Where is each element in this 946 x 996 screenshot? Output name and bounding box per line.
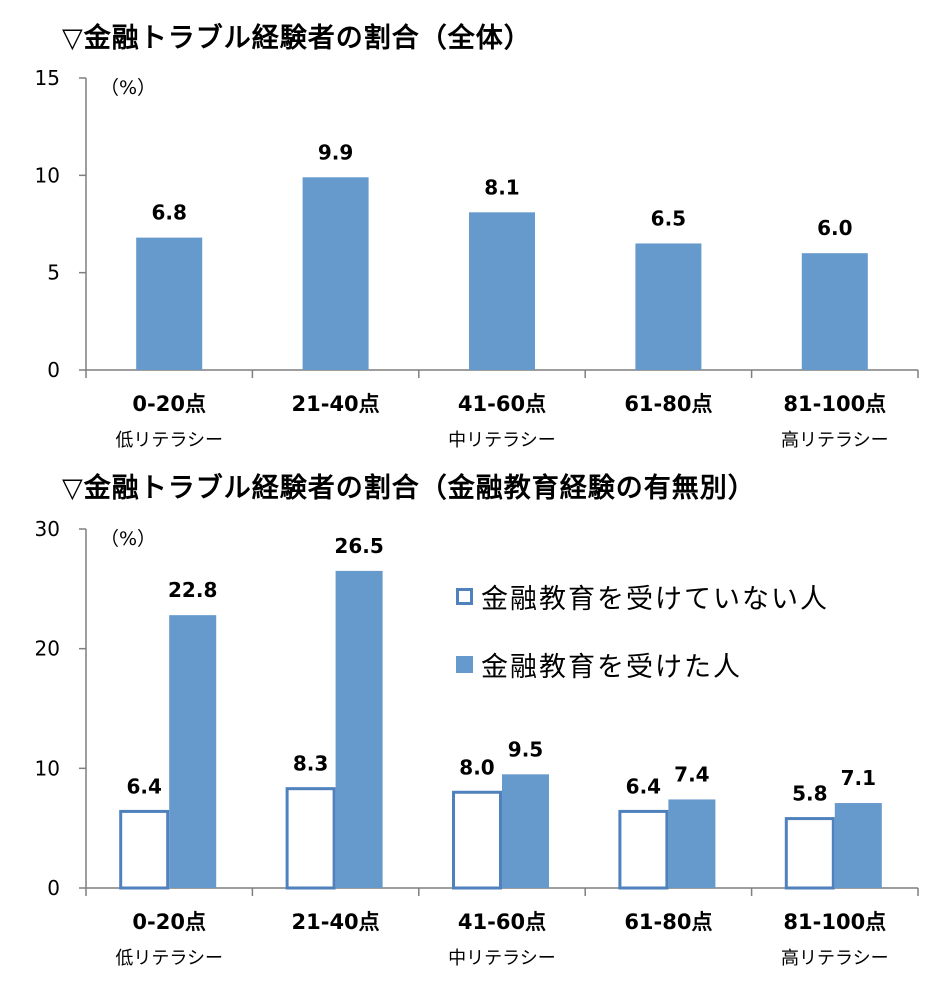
- chart-2-category-label: 41-60点: [458, 910, 546, 934]
- chart-2-data-label-no-education: 6.4: [626, 774, 661, 798]
- chart-2-data-label-no-education: 6.4: [126, 774, 161, 798]
- chart-2-data-label-no-education: 8.3: [293, 752, 328, 776]
- chart-2-data-label-education: 26.5: [334, 534, 383, 558]
- chart-1-bar: [469, 212, 535, 370]
- chart-1-bar: [801, 253, 868, 370]
- chart-1-data-label: 6.8: [151, 201, 186, 225]
- chart-1-y-tick-label: 10: [35, 163, 60, 187]
- chart-2-unit-label: （%）: [100, 528, 156, 550]
- chart-1-category-label: 0-20点: [132, 392, 206, 416]
- chart-1-y-tick-label: 0: [47, 358, 60, 382]
- chart-2-data-label-education: 22.8: [168, 578, 217, 602]
- chart-2-bar-no-education: [618, 809, 669, 890]
- legend-item-no-education: 金融教育を受けていない人: [456, 578, 829, 615]
- chart-2-title: ▽金融トラブル経験者の割合（金融教育経験の有無別）: [62, 473, 756, 504]
- legend-swatch-hollow: [456, 587, 473, 605]
- chart-1-category-sublabel: 中リテラシー: [448, 430, 556, 451]
- chart-2-y-tick-label: 0: [47, 876, 60, 900]
- chart-1-y-tick-label: 5: [47, 261, 60, 285]
- chart-1-unit-label: （%）: [100, 77, 156, 99]
- chart-1-category-sublabel: 低リテラシー: [115, 430, 223, 451]
- chart-2-data-label-no-education: 5.8: [792, 782, 827, 806]
- legend-label-education: 金融教育を受けた人: [481, 651, 742, 683]
- chart-1-bar: [635, 243, 702, 370]
- legend-swatch-filled: [456, 655, 473, 673]
- chart-2-bar-education: [834, 803, 882, 888]
- legend-item-education: 金融教育を受けた人: [456, 646, 829, 683]
- chart-1-data-label: 6.5: [651, 206, 686, 230]
- chart-1-data-label: 9.9: [318, 140, 353, 164]
- chart-1-bar: [136, 237, 203, 370]
- chart-2-category-sublabel: 高リテラシー: [781, 948, 889, 969]
- chart-2-bar-no-education: [285, 787, 336, 890]
- chart-2-bar-no-education: [452, 790, 502, 890]
- chart-2-data-label-no-education: 8.0: [459, 755, 494, 779]
- chart-1-category-label: 21-40点: [292, 392, 380, 416]
- legend-label-no-education: 金融教育を受けていない人: [481, 583, 829, 615]
- chart-2-data-label-education: 9.5: [508, 737, 543, 761]
- chart-1-bar: [302, 177, 369, 370]
- chart-2-category-label: 21-40点: [292, 910, 380, 934]
- chart-2-y-tick-label: 30: [35, 517, 60, 541]
- chart-1-data-label: 8.1: [484, 175, 519, 199]
- chart-2-data-label-education: 7.1: [841, 766, 876, 790]
- chart-1-title: ▽金融トラブル経験者の割合（全体）: [62, 23, 532, 54]
- chart-2-category-label: 81-100点: [783, 910, 886, 934]
- chart-2-bar-education: [668, 799, 716, 888]
- chart-2-bar-no-education: [119, 809, 170, 890]
- chart-2-bar-education: [335, 570, 383, 888]
- chart-2-data-label-education: 7.4: [674, 762, 709, 786]
- chart-1-y-tick-label: 15: [35, 66, 60, 90]
- chart-2-bar-education: [502, 774, 549, 888]
- chart-1-category-label: 41-60点: [458, 392, 546, 416]
- chart-2-category-label: 0-20点: [132, 910, 206, 934]
- chart-1-data-label: 6.0: [817, 216, 852, 240]
- chart-2-y-tick-label: 10: [35, 756, 60, 780]
- chart-1-category-label: 61-80点: [624, 392, 712, 416]
- chart-2-bar-no-education: [784, 817, 835, 890]
- chart-2-category-sublabel: 中リテラシー: [448, 948, 556, 969]
- chart-1-category-sublabel: 高リテラシー: [781, 430, 889, 451]
- chart-2-legend: 金融教育を受けていない人 金融教育を受けた人: [456, 578, 829, 714]
- chart-2-category-sublabel: 低リテラシー: [115, 948, 223, 969]
- chart-2-bar-education: [169, 615, 217, 888]
- chart-1-category-label: 81-100点: [783, 392, 886, 416]
- chart-2-y-tick-label: 20: [35, 637, 60, 661]
- chart-2-category-label: 61-80点: [624, 910, 712, 934]
